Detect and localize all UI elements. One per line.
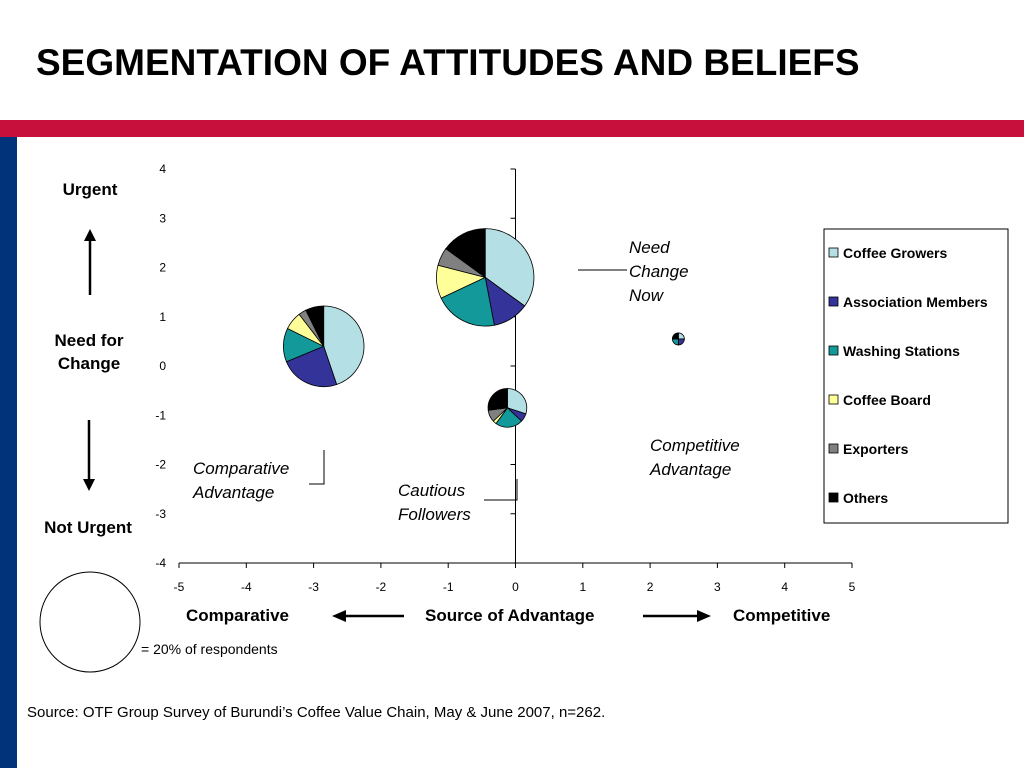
legend-box — [823, 228, 1009, 524]
x-label-competitive: Competitive — [733, 606, 831, 625]
x-tick-label: 0 — [512, 580, 519, 594]
legend-swatch — [828, 492, 839, 503]
x-tick-label: -3 — [308, 580, 319, 594]
bubble-annotation: Need Change Now — [578, 238, 689, 305]
legend-entry: Coffee Growers — [843, 245, 947, 261]
legend-entry: Association Members — [843, 294, 988, 310]
y-tick-label: 2 — [159, 261, 166, 275]
legend-swatch — [828, 247, 839, 258]
pie-slice — [487, 388, 508, 411]
y-tick-label: -2 — [155, 458, 166, 472]
x-tick-label: 1 — [579, 580, 586, 594]
bubble-annotation-line: Advantage — [649, 460, 731, 479]
legend-entry: Exporters — [843, 441, 909, 457]
bubble-annotation-line: Advantage — [192, 483, 274, 502]
size-legend-note: = 20% of respondents — [141, 641, 278, 657]
legend-swatch — [828, 345, 839, 356]
legend-entry: Washing Stations — [843, 343, 960, 359]
bubble-annotation: Competitive Advantage — [649, 436, 740, 479]
comparative-arrow — [332, 610, 404, 622]
pie-slice — [507, 407, 527, 422]
pie-slice — [287, 313, 325, 347]
pie-slice — [671, 338, 679, 346]
pie-slice — [507, 388, 528, 415]
bubble-annotation: Comparative Advantage — [192, 450, 325, 502]
pie-slice — [495, 407, 523, 428]
pie-bubble — [671, 332, 685, 346]
x-tick-label: 2 — [647, 580, 654, 594]
bubble-annotation-line: Competitive — [650, 436, 740, 455]
bubble-annotation-line: Need — [629, 238, 670, 257]
bubble-annotation-line: Followers — [398, 505, 471, 524]
bubble-annotation-line: Now — [629, 286, 665, 305]
legend-entry: Coffee Board — [843, 392, 931, 408]
competitive-arrow — [643, 610, 711, 622]
pie-slice — [298, 309, 325, 347]
pie-bubble — [436, 228, 535, 327]
pie-slice — [440, 276, 495, 327]
y-tick-label: 4 — [159, 162, 166, 176]
pie-slice — [484, 276, 526, 326]
size-legend-circle — [39, 571, 141, 673]
y-tick-label: -4 — [155, 556, 166, 570]
x-tick-label: -5 — [174, 580, 185, 594]
pie-slice — [285, 345, 338, 387]
urgent-arrow — [84, 229, 96, 295]
x-label-comparative: Comparative — [186, 606, 289, 625]
pie-slice — [487, 407, 509, 422]
x-tick-label: -4 — [241, 580, 252, 594]
y-tick-label: -3 — [155, 507, 166, 521]
pie-bubble — [487, 388, 528, 428]
legend-swatch — [828, 394, 839, 405]
pie-slice — [484, 228, 535, 307]
header-accent-bar — [0, 120, 1024, 137]
pie-slice — [437, 248, 486, 278]
pie-slice — [492, 407, 508, 425]
y-label-not-urgent: Not Urgent — [44, 518, 132, 537]
pie-slice — [323, 305, 365, 385]
pie-slice — [677, 332, 685, 340]
bubble-annotation-line: Change — [629, 262, 689, 281]
pie-slice — [282, 327, 325, 363]
side-accent-bar — [0, 137, 17, 768]
leader-line — [309, 450, 325, 485]
source-note: Source: OTF Group Survey of Burundi’s Co… — [27, 704, 606, 721]
bubble-annotation-line: Cautious — [398, 481, 466, 500]
not-urgent-arrow — [83, 420, 95, 491]
pie-slice — [445, 228, 486, 279]
x-tick-label: 4 — [781, 580, 788, 594]
pie-slice — [436, 264, 487, 299]
legend-swatch — [828, 296, 839, 307]
y-tick-label: 0 — [159, 359, 166, 373]
legend-entry: Others — [843, 490, 888, 506]
y-label-need-for-change: Need for Change — [54, 331, 124, 373]
pie-slice — [671, 332, 679, 340]
y-label-urgent: Urgent — [62, 180, 118, 199]
y-tick-label: 3 — [159, 211, 166, 225]
x-tick-label: -2 — [376, 580, 387, 594]
pie-bubble — [282, 305, 365, 387]
x-label-source-of-advantage: Source of Advantage — [425, 606, 595, 625]
pie-slice — [677, 338, 685, 346]
legend-swatch — [828, 443, 839, 454]
leader-line — [484, 479, 518, 501]
y-tick-label: 1 — [159, 310, 166, 324]
x-tick-label: 3 — [714, 580, 721, 594]
page-title: SEGMENTATION OF ATTITUDES AND BELIEFS — [36, 42, 860, 83]
bubble-annotation: Cautious Followers — [398, 479, 518, 524]
x-tick-label: 5 — [849, 580, 856, 594]
x-tick-label: -1 — [443, 580, 454, 594]
pie-slice — [305, 305, 325, 347]
bubble-annotation-line: Comparative — [193, 459, 289, 478]
y-tick-label: -1 — [155, 408, 166, 422]
